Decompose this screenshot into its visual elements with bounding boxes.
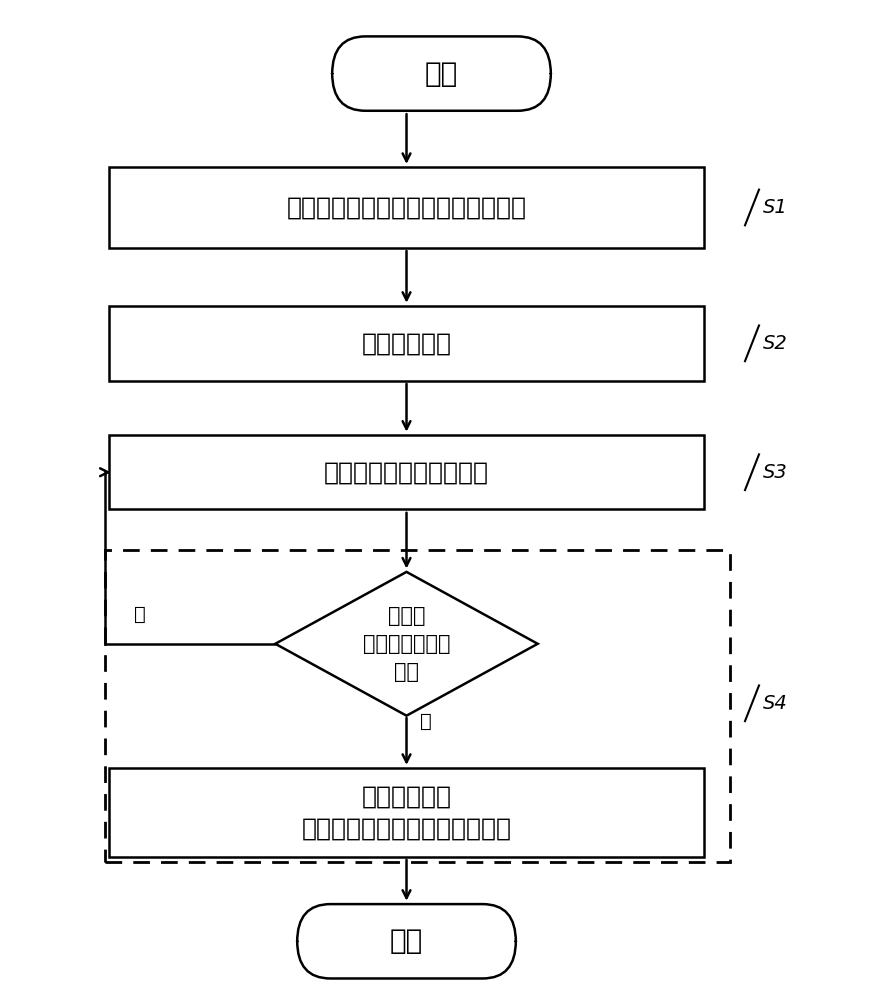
Text: S1: S1 — [763, 198, 788, 217]
Text: S2: S2 — [763, 334, 788, 353]
FancyBboxPatch shape — [332, 36, 551, 111]
FancyBboxPatch shape — [109, 435, 704, 509]
Text: 跟踪误
差是否大于误差
阈值: 跟踪误 差是否大于误差 阈值 — [363, 606, 450, 682]
Text: S3: S3 — [763, 463, 788, 482]
Text: S4: S4 — [763, 694, 788, 713]
Text: 否: 否 — [134, 605, 146, 624]
FancyBboxPatch shape — [298, 904, 516, 978]
Text: 通过传感器采集跟踪误差: 通过传感器采集跟踪误差 — [324, 460, 489, 484]
Text: 得到控制信号: 得到控制信号 — [361, 331, 451, 355]
Text: 将更新时刻的
控制信号通过网络发送给执行器: 将更新时刻的 控制信号通过网络发送给执行器 — [301, 785, 511, 840]
Text: 是: 是 — [419, 712, 432, 731]
Text: 得到控制力矩与运载器姿态的关系式: 得到控制力矩与运载器姿态的关系式 — [286, 195, 526, 219]
Polygon shape — [275, 572, 538, 716]
Text: 开始: 开始 — [425, 60, 458, 88]
Text: 结束: 结束 — [390, 927, 423, 955]
FancyBboxPatch shape — [109, 768, 704, 857]
FancyBboxPatch shape — [109, 306, 704, 381]
FancyBboxPatch shape — [109, 167, 704, 248]
Bar — [105, 550, 730, 862]
